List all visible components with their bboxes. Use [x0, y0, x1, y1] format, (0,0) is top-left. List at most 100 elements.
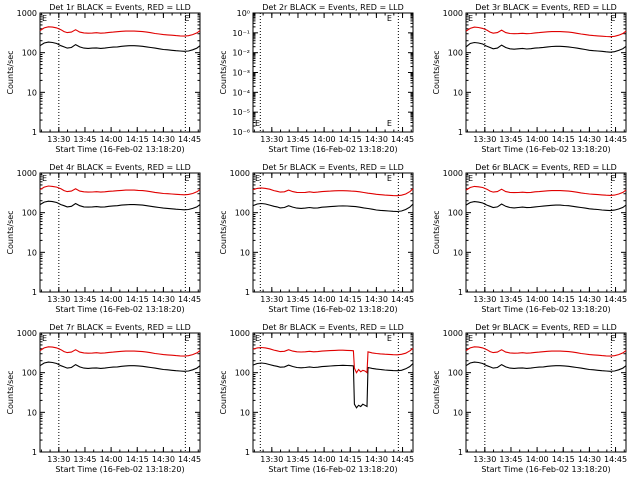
x-tick-label: 14:15 [339, 295, 362, 304]
x-tick-label: 14:30 [152, 135, 175, 144]
x-axis-label: Start Time (16-Feb-02 13:18:20) [55, 305, 184, 314]
x-tick-label: 14:15 [126, 295, 149, 304]
plot-frame [39, 12, 201, 133]
y-tick-label: 100 [448, 209, 463, 218]
plot-frame [39, 332, 201, 453]
x-tick-label: 13:30 [47, 455, 70, 464]
series-events [39, 361, 201, 372]
event-marker-left: E [468, 174, 473, 183]
event-marker-top: E [184, 334, 189, 343]
series-events [465, 361, 627, 372]
x-tick-label: 14:30 [578, 135, 601, 144]
x-tick-label: 14:45 [391, 455, 414, 464]
x-tick-label: 13:30 [260, 295, 283, 304]
x-axis-label: Start Time (16-Feb-02 13:18:20) [55, 145, 184, 154]
x-tick-label: 14:30 [578, 455, 601, 464]
y-tick-label: 1000 [17, 9, 37, 18]
event-marker-left: E [42, 334, 47, 343]
panel-title: Det 9r BLACK = Events, RED = LLD [475, 323, 617, 332]
x-tick-label: 13:30 [260, 455, 283, 464]
y-tick-label: 1 [458, 288, 463, 297]
x-tick-label: 14:00 [526, 135, 549, 144]
y-axis-label: Counts/sec [432, 370, 441, 414]
y-tick-label: 10 [27, 248, 37, 257]
y-axis-label: Counts/sec [219, 370, 228, 414]
event-marker-left: E [255, 119, 260, 128]
x-tick-label: 14:00 [313, 455, 336, 464]
x-tick-label: 14:00 [100, 135, 123, 144]
y-tick-label: 1 [32, 128, 37, 137]
event-marker-right: E [387, 119, 392, 128]
x-tick-label: 14:30 [578, 295, 601, 304]
y-tick-label: 1 [245, 288, 250, 297]
x-tick-label: 14:30 [152, 295, 175, 304]
x-tick-label: 14:45 [391, 135, 414, 144]
series-lld [465, 346, 627, 357]
x-tick-label: 13:45 [286, 455, 309, 464]
x-tick-label: 14:45 [178, 455, 201, 464]
x-tick-label: 13:45 [73, 295, 96, 304]
series-lld [39, 185, 201, 196]
panel-2: Det 2r BLACK = Events, RED = LLD 10⁻⁶ 10⁻⁵… [219, 3, 414, 154]
series-lld [252, 346, 414, 374]
y-tick-label: 10 [240, 408, 250, 417]
x-tick-label: 13:30 [473, 295, 496, 304]
series-events [252, 202, 414, 213]
y-tick-label: 1000 [230, 169, 250, 178]
series-lld [465, 185, 627, 196]
panel-title: Det 2r BLACK = Events, RED = LLD [262, 3, 404, 12]
series-events [39, 200, 201, 211]
y-tick-label: 10⁻⁶ [232, 128, 250, 137]
y-tick-label: 10 [240, 248, 250, 257]
x-axis-label: Start Time (16-Feb-02 13:18:20) [481, 465, 610, 474]
panel-1: Det 1r BLACK = Events, RED = LLD 1 10 100 10… [6, 3, 201, 154]
y-tick-label: 100 [22, 49, 37, 58]
event-marker-top: E [610, 14, 615, 23]
x-tick-label: 14:45 [604, 295, 627, 304]
y-tick-label: 10 [453, 248, 463, 257]
event-marker-top: E [610, 334, 615, 343]
x-tick-label: 14:30 [365, 455, 388, 464]
y-axis-label: Counts/sec [6, 50, 15, 94]
x-axis-label: Start Time (16-Feb-02 13:18:20) [268, 145, 397, 154]
plot-frame [465, 12, 627, 133]
event-marker-left: E [468, 334, 473, 343]
y-tick-label: 10 [453, 88, 463, 97]
x-tick-label: 13:45 [286, 295, 309, 304]
y-tick-label: 100 [235, 209, 250, 218]
x-tick-label: 14:15 [552, 295, 575, 304]
event-marker-left: E [468, 14, 473, 23]
panel-7: Det 7r BLACK = Events, RED = LLD 1 10 100 10… [6, 323, 201, 474]
panel-5: Det 5r BLACK = Events, RED = LLD 1 10 100 10… [219, 163, 414, 314]
series-events [252, 362, 414, 409]
panel-title: Det 6r BLACK = Events, RED = LLD [475, 163, 617, 172]
y-tick-label: 1 [458, 448, 463, 457]
y-tick-label: 10 [453, 408, 463, 417]
y-tick-label: 1000 [230, 329, 250, 338]
series-events [465, 201, 627, 212]
x-tick-label: 14:45 [178, 135, 201, 144]
y-tick-label: 10⁻⁵ [232, 108, 250, 117]
y-tick-label: 100 [22, 369, 37, 378]
event-marker-top: E [387, 14, 392, 23]
x-tick-label: 13:45 [286, 135, 309, 144]
x-tick-label: 14:30 [152, 455, 175, 464]
x-tick-label: 14:00 [526, 295, 549, 304]
x-tick-label: 14:45 [604, 135, 627, 144]
x-tick-label: 14:15 [552, 455, 575, 464]
series-events [39, 41, 201, 52]
event-marker-left: E [255, 174, 260, 183]
y-axis-label: Counts/sec [219, 210, 228, 254]
y-tick-label: 100 [22, 209, 37, 218]
x-tick-label: 13:30 [473, 135, 496, 144]
y-tick-label: 1000 [443, 9, 463, 18]
panel-3: Det 3r BLACK = Events, RED = LLD 1 10 100 10… [432, 3, 627, 154]
x-tick-label: 13:30 [260, 135, 283, 144]
y-tick-label: 1 [458, 128, 463, 137]
series-events [465, 41, 627, 53]
event-marker-top: E [387, 334, 392, 343]
y-tick-label: 10⁻¹ [232, 29, 250, 38]
x-tick-label: 13:45 [499, 455, 522, 464]
plot-frame [252, 12, 414, 133]
y-tick-label: 1000 [17, 329, 37, 338]
